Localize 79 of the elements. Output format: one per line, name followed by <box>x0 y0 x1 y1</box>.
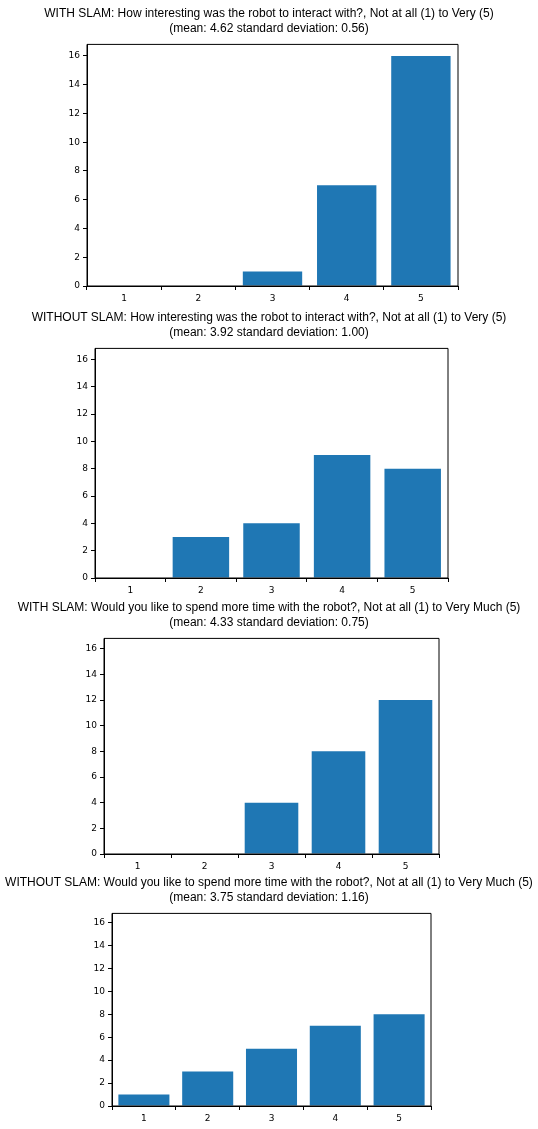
y-tick-label: 4 <box>99 1054 106 1065</box>
bar <box>243 523 300 578</box>
x-tick-label: 3 <box>269 292 276 303</box>
x-tick-label: 3 <box>268 1112 275 1123</box>
x-tick-label: 4 <box>343 292 350 303</box>
y-tick-label: 16 <box>93 916 106 927</box>
chart-title: WITH SLAM: How interesting was the robot to interact with?, Not at all (1) to Very (5) <box>44 6 494 20</box>
y-tick-label: 2 <box>82 545 88 556</box>
bar <box>244 802 299 854</box>
x-tick-label: 4 <box>332 1112 339 1123</box>
bar <box>245 1048 298 1106</box>
y-tick-label: 8 <box>82 463 89 474</box>
y-tick-label: 0 <box>82 572 89 583</box>
y-tick-label: 14 <box>76 381 89 392</box>
x-tick-label: 5 <box>409 584 416 595</box>
y-tick-label: 12 <box>93 962 105 973</box>
y-tick-label: 6 <box>82 490 89 501</box>
bar <box>373 1014 425 1106</box>
chart-subtitle: (mean: 4.62 standard deviation: 0.56) <box>169 21 369 35</box>
bar <box>118 1094 170 1106</box>
bar <box>182 1071 234 1106</box>
y-tick-label: 10 <box>85 720 98 731</box>
y-tick-label: 10 <box>68 136 81 147</box>
bar <box>311 751 366 854</box>
y-tick-label: 4 <box>91 797 98 808</box>
y-tick-label: 8 <box>99 1008 106 1019</box>
y-tick-label: 12 <box>85 694 97 705</box>
chart-title: WITHOUT SLAM: How interesting was the robot to interact with?, Not at all (1) to Very (5) <box>31 310 507 324</box>
y-tick-label: 12 <box>68 107 80 118</box>
bar <box>317 185 377 286</box>
x-tick-label: 3 <box>268 860 275 871</box>
x-tick-label: 1 <box>141 1112 147 1123</box>
x-tick-label: 5 <box>418 292 424 303</box>
y-tick-label: 16 <box>85 643 98 654</box>
bar <box>378 700 433 854</box>
y-tick-label: 14 <box>68 79 81 90</box>
y-tick-label: 4 <box>82 517 89 528</box>
y-tick-label: 0 <box>99 1100 106 1111</box>
y-tick-label: 0 <box>74 280 81 291</box>
bar <box>172 537 230 578</box>
y-tick-label: 2 <box>99 1077 105 1088</box>
y-tick-label: 12 <box>76 408 88 419</box>
bar <box>242 271 303 286</box>
x-tick-label: 2 <box>198 584 204 595</box>
y-tick-label: 6 <box>99 1031 106 1042</box>
y-tick-label: 16 <box>68 50 81 61</box>
chart-title: WITH SLAM: Would you like to spend more time with the robot?, Not at all (1) to Very Much (5) <box>17 600 521 614</box>
y-tick-label: 4 <box>74 222 81 233</box>
chart-title: WITHOUT SLAM: Would you like to spend more time with the robot?, Not at all (1) to Very Much (5) <box>5 875 533 889</box>
y-tick-label: 14 <box>85 668 98 679</box>
x-tick-label: 2 <box>201 860 208 871</box>
y-tick-label: 6 <box>74 194 81 205</box>
y-tick-label: 10 <box>76 435 89 446</box>
y-tick-label: 2 <box>74 251 80 262</box>
y-tick-label: 0 <box>91 848 98 859</box>
chart-subtitle: (mean: 4.33 standard deviation: 0.75) <box>169 615 369 629</box>
x-tick-label: 5 <box>402 860 409 871</box>
y-tick-label: 16 <box>76 353 89 364</box>
bar <box>391 55 451 286</box>
bar <box>313 455 371 578</box>
x-tick-label: 2 <box>195 292 202 303</box>
x-tick-label: 1 <box>134 860 141 871</box>
x-tick-label: 1 <box>121 292 127 303</box>
y-tick-label: 10 <box>93 985 106 996</box>
y-tick-label: 14 <box>93 939 106 950</box>
chart-subtitle: (mean: 3.92 standard deviation: 1.00) <box>169 325 369 339</box>
x-tick-label: 3 <box>268 584 275 595</box>
bar <box>384 468 441 578</box>
x-tick-label: 2 <box>204 1112 211 1123</box>
chart-subtitle: (mean: 3.75 standard deviation: 1.16) <box>169 890 369 904</box>
x-tick-label: 4 <box>335 860 342 871</box>
y-tick-label: 8 <box>74 165 81 176</box>
x-tick-label: 5 <box>396 1112 402 1123</box>
bar <box>309 1025 361 1106</box>
y-tick-label: 2 <box>91 822 97 833</box>
x-tick-label: 1 <box>127 584 134 595</box>
x-tick-label: 4 <box>339 584 346 595</box>
y-tick-label: 6 <box>91 771 98 782</box>
y-tick-label: 8 <box>91 745 98 756</box>
